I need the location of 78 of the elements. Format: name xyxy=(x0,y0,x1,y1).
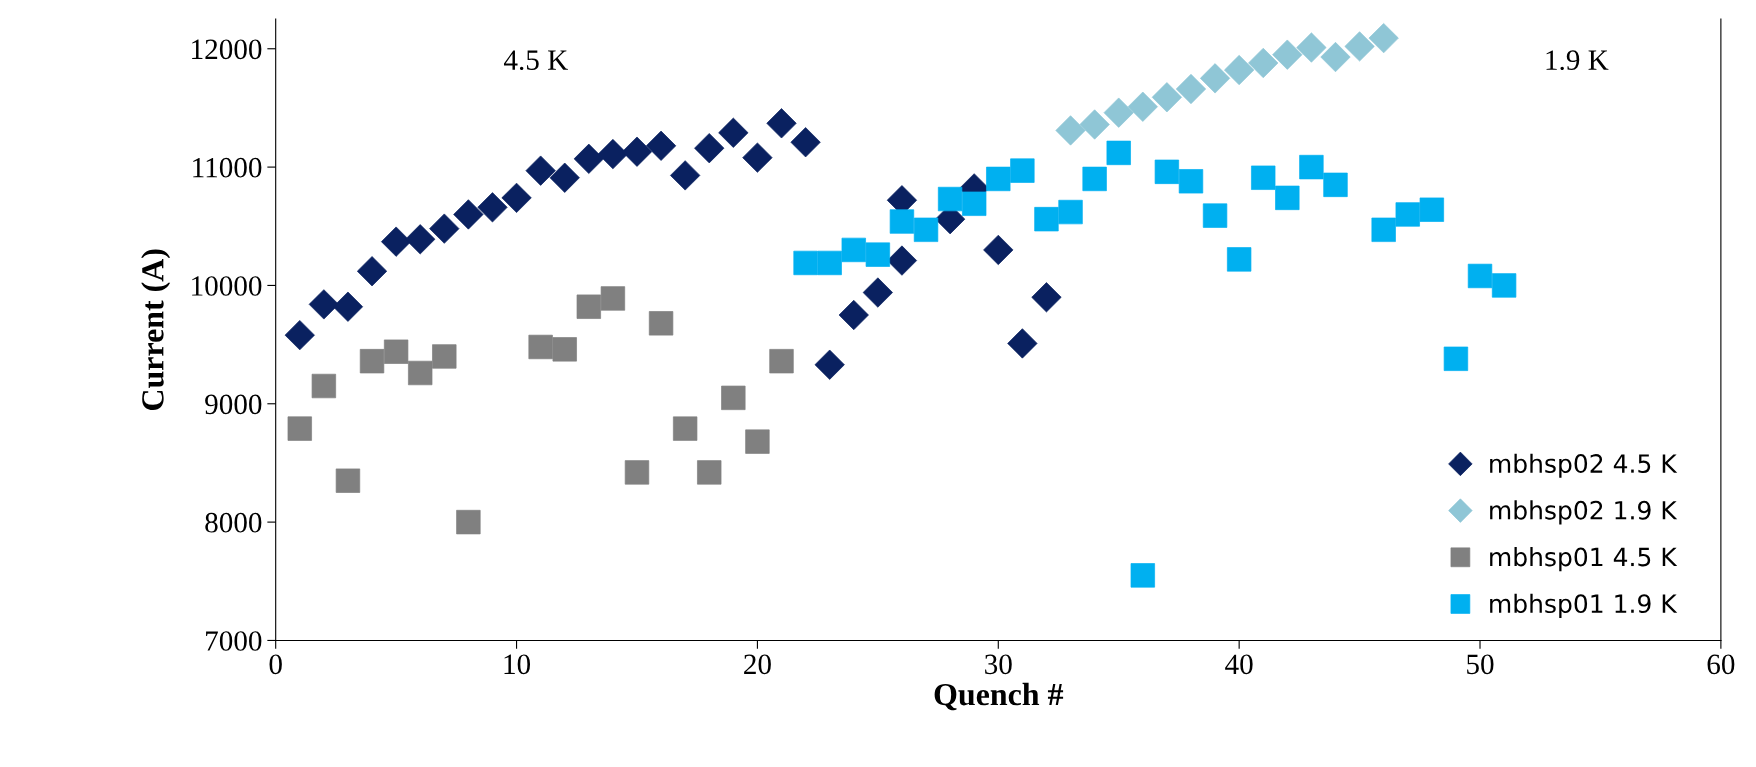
point xyxy=(645,130,677,161)
point xyxy=(1007,328,1038,359)
point xyxy=(381,226,412,257)
point xyxy=(841,237,866,263)
point xyxy=(1130,563,1155,588)
point xyxy=(621,136,653,167)
point xyxy=(986,166,1011,192)
annotation: 1.9 K xyxy=(1546,50,1609,71)
point xyxy=(721,385,746,411)
x-tick-label: 50 xyxy=(1467,654,1494,675)
point xyxy=(1275,185,1300,211)
x-axis-title: Quench # xyxy=(934,682,1064,711)
point xyxy=(1055,115,1086,146)
point xyxy=(1419,197,1444,222)
point xyxy=(456,509,481,535)
point xyxy=(432,344,457,369)
point xyxy=(983,234,1014,266)
point xyxy=(1296,32,1327,63)
point xyxy=(359,349,385,374)
point xyxy=(576,294,601,319)
x-tick-label: 20 xyxy=(744,654,771,675)
point xyxy=(1251,165,1276,190)
y-tick-label: 11000 xyxy=(193,157,262,178)
point xyxy=(429,213,460,244)
point xyxy=(1248,47,1279,79)
point xyxy=(453,199,484,230)
point xyxy=(817,250,842,276)
y-tick-label: 12000 xyxy=(192,39,262,60)
point xyxy=(1010,158,1035,183)
point xyxy=(1226,247,1252,272)
point xyxy=(408,360,433,386)
point xyxy=(742,142,773,173)
point xyxy=(332,291,364,322)
point xyxy=(962,191,987,216)
point xyxy=(477,192,508,223)
y-tick-label: 7000 xyxy=(206,631,262,651)
x-tick-label: 30 xyxy=(985,654,1012,675)
annotation: 4.5 K xyxy=(503,50,568,71)
point xyxy=(1491,273,1517,298)
legend-label: mbhsp01 1.9 K xyxy=(1490,593,1678,618)
point xyxy=(552,337,577,362)
point xyxy=(766,108,797,139)
legend-label: mbhsp02 1.9 K xyxy=(1490,500,1678,525)
point xyxy=(1175,73,1207,105)
legend-label: mbhsp02 4.5 K xyxy=(1490,453,1678,478)
x-tick-label: 40 xyxy=(1225,654,1253,675)
x-tick-label: 0 xyxy=(269,654,282,675)
point xyxy=(1344,31,1375,62)
point xyxy=(1371,217,1396,242)
y-axis-title: Current (A) xyxy=(141,249,171,411)
point xyxy=(1079,109,1110,140)
point xyxy=(1443,346,1469,371)
point xyxy=(573,143,604,174)
x-tick-label: 10 xyxy=(504,654,531,675)
y-tick-label: 9000 xyxy=(205,394,262,415)
y-tick-label: 8000 xyxy=(205,512,262,533)
point xyxy=(549,162,580,193)
point xyxy=(501,182,532,213)
y-tick-label: 10000 xyxy=(192,276,262,296)
point xyxy=(673,416,698,441)
point xyxy=(1058,199,1083,225)
point xyxy=(287,416,312,441)
point xyxy=(1127,91,1158,122)
point xyxy=(1199,63,1231,94)
point xyxy=(745,429,770,454)
point xyxy=(838,299,869,331)
point xyxy=(1224,54,1255,86)
point xyxy=(1202,203,1228,228)
point xyxy=(311,373,337,399)
x-tick-label: 60 xyxy=(1707,654,1735,675)
point xyxy=(1178,169,1204,194)
legend-label: mbhsp01 4.5 K xyxy=(1490,547,1678,572)
point xyxy=(862,277,893,308)
point xyxy=(790,127,821,158)
point xyxy=(937,186,963,212)
point xyxy=(697,460,722,485)
point xyxy=(1395,202,1420,227)
point xyxy=(814,349,845,380)
